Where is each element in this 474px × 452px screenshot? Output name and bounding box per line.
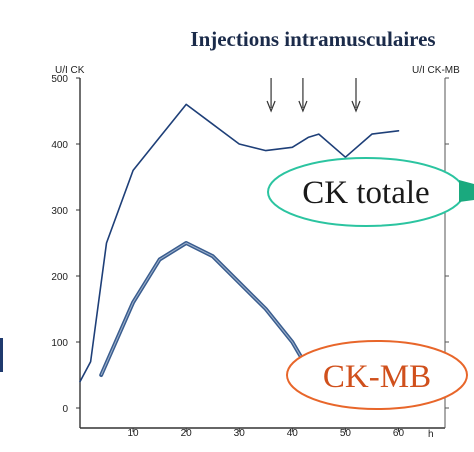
annotation-ck-mb: CK-MB	[286, 340, 468, 410]
y-tick-label: 200	[51, 272, 68, 283]
x-tick-label: 10	[128, 428, 140, 439]
y-tick-label: 400	[51, 140, 68, 151]
y-tick-label: 500	[51, 74, 68, 85]
down-arrow-icon	[351, 100, 361, 113]
annotation-ck-mb-ellipse	[286, 340, 468, 410]
chart-title: Injections intramusculaires	[190, 27, 435, 51]
y-tick-label: 100	[51, 338, 68, 349]
injection-arrows	[266, 78, 361, 113]
down-arrow-icon	[298, 100, 308, 113]
x-tick-label: 40	[287, 428, 299, 439]
ticks-group: 0 100 200 300 400 500 10 20 30 40 50 60	[51, 74, 449, 439]
annotation-ck-mb-label: CK-MB	[323, 359, 431, 395]
x-tick-label: 30	[234, 428, 246, 439]
y-tick-label: 300	[51, 206, 68, 217]
x-axis-unit: h	[428, 429, 434, 440]
y-axis-unit-right: U/I CK-MB	[412, 65, 460, 76]
y-axis-unit-left: U/I CK	[55, 65, 85, 76]
down-arrow-icon	[266, 100, 276, 113]
series-line-ck-mb-highlight	[100, 242, 314, 379]
x-tick-label: 20	[181, 428, 193, 439]
slide-edge-arrow-icon	[459, 180, 474, 202]
series-group	[79, 103, 400, 383]
slide-edge-mark	[0, 338, 3, 372]
x-tick-label: 50	[340, 428, 352, 439]
annotation-ck-totale-label: CK totale	[302, 175, 429, 211]
y-tick-label: 0	[62, 404, 68, 415]
series-line-ck-totale	[79, 103, 400, 383]
x-tick-label: 60	[393, 428, 405, 439]
annotation-ck-totale: CK totale	[267, 157, 465, 227]
series-line-ck-mb	[99, 241, 316, 381]
